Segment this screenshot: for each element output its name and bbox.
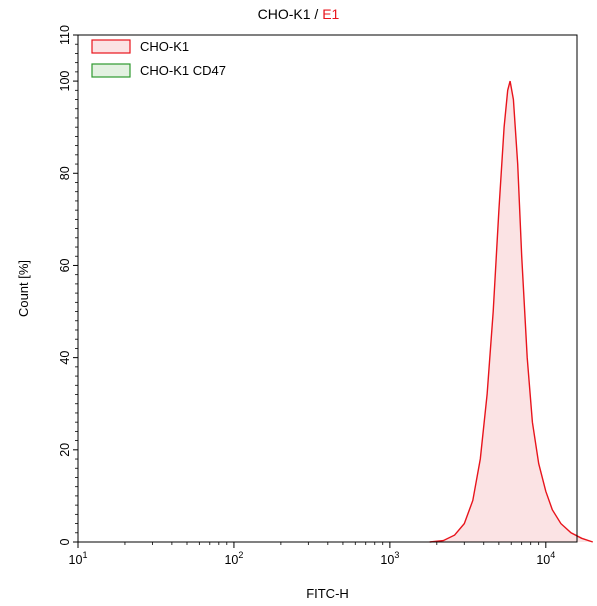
x-tick-label: 101 [69,550,88,567]
legend-label-0: CHO-K1 [140,39,189,54]
legend-swatch-0 [91,39,131,54]
x-tick-label: 103 [380,550,399,567]
legend-label-1: CHO-K1 CD47 [140,63,226,78]
y-tick-label: 110 [58,25,72,45]
series-0-area [429,81,593,542]
x-tick-label: 104 [536,550,555,567]
chart-title-gate: E1 [322,6,340,22]
x-tick-label: 102 [224,550,243,567]
chart-title: CHO-K1 / E1 [0,6,597,22]
y-tick-label: 60 [58,258,72,272]
y-axis-title: Count [%] [16,260,31,317]
chart-title-separator: / [310,6,323,22]
y-tick-label: 100 [58,71,72,92]
y-tick-label: 80 [58,166,72,180]
chart-title-sample: CHO-K1 [257,6,311,22]
y-tick-label: 20 [58,443,72,457]
x-axis-title: FITC-H [306,586,349,601]
legend-swatch-1 [91,63,131,78]
y-tick-label: 40 [58,351,72,365]
y-tick-label: 0 [58,538,72,545]
series-0-line [429,80,594,543]
